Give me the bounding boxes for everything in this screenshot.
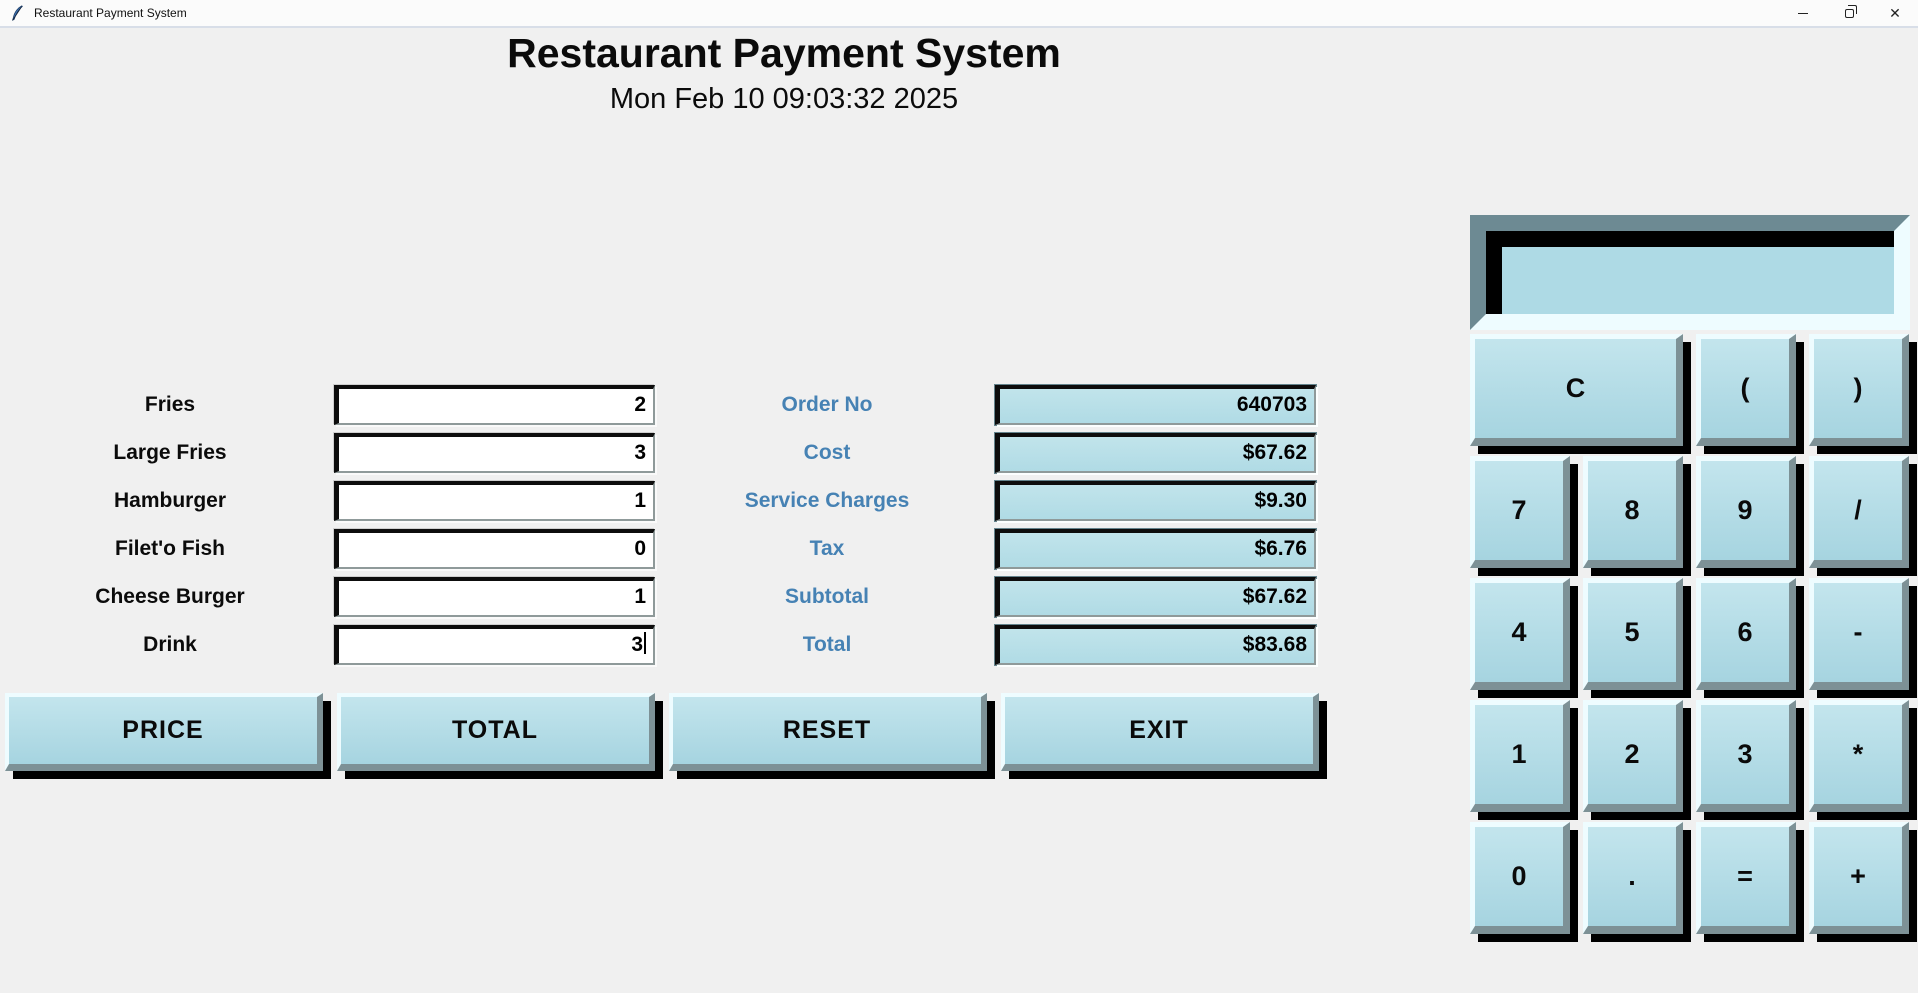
restore-icon xyxy=(1844,8,1854,18)
calc-key-0[interactable]: 0 xyxy=(1470,822,1570,934)
calc-key-divide[interactable]: / xyxy=(1809,456,1909,568)
minimize-button[interactable] xyxy=(1780,0,1826,26)
item-entry-filet-o-fish[interactable]: 0 xyxy=(334,529,655,569)
summary-field-subtotal: $67.62 xyxy=(995,577,1316,617)
calc-key-multiply[interactable]: * xyxy=(1809,700,1909,812)
calc-key-4[interactable]: 4 xyxy=(1470,578,1570,690)
calc-key-9[interactable]: 9 xyxy=(1696,456,1796,568)
window-title: Restaurant Payment System xyxy=(34,6,187,20)
maximize-button[interactable] xyxy=(1826,0,1872,26)
summary-field-cost: $67.62 xyxy=(995,433,1316,473)
calc-key-subtract[interactable]: - xyxy=(1809,578,1909,690)
summary-label-tax: Tax xyxy=(809,537,845,560)
price-button[interactable]: PRICE xyxy=(5,693,323,771)
item-label-cheese-burger: Cheese Burger xyxy=(95,585,245,608)
item-label-drink: Drink xyxy=(143,633,197,656)
calculator-keypad: C ( ) 7 8 9 / 4 5 6 - 1 2 3 * 0 . = + xyxy=(1470,334,1909,934)
calc-key-8[interactable]: 8 xyxy=(1583,456,1683,568)
summary-label-cost: Cost xyxy=(803,441,851,464)
datetime-label: Mon Feb 10 09:03:32 2025 xyxy=(609,83,959,115)
calc-key-3[interactable]: 3 xyxy=(1696,700,1796,812)
total-button[interactable]: TOTAL xyxy=(337,693,655,771)
summary-field-order-no: 640703 xyxy=(995,385,1316,425)
close-button[interactable]: ✕ xyxy=(1872,0,1918,26)
item-entry-large-fries[interactable]: 3 xyxy=(334,433,655,473)
item-entry-drink[interactable]: 3 xyxy=(334,625,655,665)
item-entry-fries[interactable]: 2 xyxy=(334,385,655,425)
page-title: Restaurant Payment System xyxy=(507,30,1061,76)
item-label-fries: Fries xyxy=(144,393,196,416)
calc-key-decimal[interactable]: . xyxy=(1583,822,1683,934)
item-label-filet-o-fish: Filet'o Fish xyxy=(115,537,225,560)
calc-key-2[interactable]: 2 xyxy=(1583,700,1683,812)
calculator-display-frame xyxy=(1470,215,1910,330)
calc-key-open-paren[interactable]: ( xyxy=(1696,334,1796,446)
calc-key-7[interactable]: 7 xyxy=(1470,456,1570,568)
calculator-display xyxy=(1486,231,1894,314)
titlebar: Restaurant Payment System ✕ xyxy=(0,0,1918,28)
item-entry-drink-value: 3 xyxy=(631,633,643,656)
calc-key-equals[interactable]: = xyxy=(1696,822,1796,934)
item-entry-cheese-burger[interactable]: 1 xyxy=(334,577,655,617)
tk-feather-icon xyxy=(12,5,23,21)
text-caret xyxy=(644,632,646,655)
exit-button[interactable]: EXIT xyxy=(1001,693,1319,771)
item-label-large-fries: Large Fries xyxy=(113,441,227,464)
summary-field-tax: $6.76 xyxy=(995,529,1316,569)
reset-button[interactable]: RESET xyxy=(669,693,987,771)
calc-key-close-paren[interactable]: ) xyxy=(1809,334,1909,446)
item-entry-hamburger[interactable]: 1 xyxy=(334,481,655,521)
minimize-icon xyxy=(1798,12,1808,14)
summary-field-total: $83.68 xyxy=(995,625,1316,665)
calc-key-6[interactable]: 6 xyxy=(1696,578,1796,690)
calc-key-5[interactable]: 5 xyxy=(1583,578,1683,690)
close-icon: ✕ xyxy=(1889,5,1901,21)
summary-label-service-charges: Service Charges xyxy=(744,489,910,512)
calc-key-1[interactable]: 1 xyxy=(1470,700,1570,812)
calc-key-add[interactable]: + xyxy=(1809,822,1909,934)
item-label-hamburger: Hamburger xyxy=(113,489,227,512)
calc-key-clear[interactable]: C xyxy=(1470,334,1683,446)
summary-label-subtotal: Subtotal xyxy=(785,585,869,608)
summary-field-service-charges: $9.30 xyxy=(995,481,1316,521)
summary-label-total: Total xyxy=(802,633,852,656)
summary-label-order-no: Order No xyxy=(781,393,873,416)
